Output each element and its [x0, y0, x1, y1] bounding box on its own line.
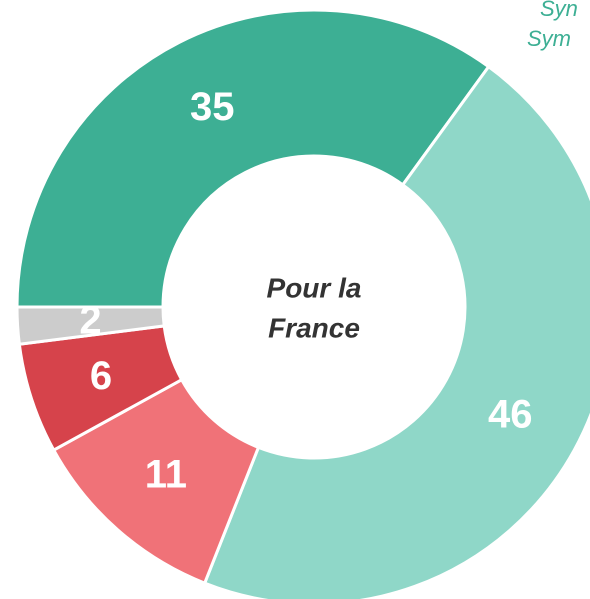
- value-label: 2: [79, 299, 101, 343]
- value-label: 11: [145, 453, 187, 497]
- annotation: Syn: [540, 0, 578, 21]
- donut-slice: [202, 64, 590, 599]
- value-label: 6: [90, 354, 112, 398]
- donut-slice: [15, 305, 166, 346]
- value-label: 46: [488, 392, 533, 436]
- center-label: Pour la: [267, 272, 362, 303]
- center-label: France: [268, 312, 360, 343]
- donut-slice: [15, 8, 491, 309]
- annotation: Sym: [527, 26, 571, 51]
- value-label: 35: [190, 85, 235, 129]
